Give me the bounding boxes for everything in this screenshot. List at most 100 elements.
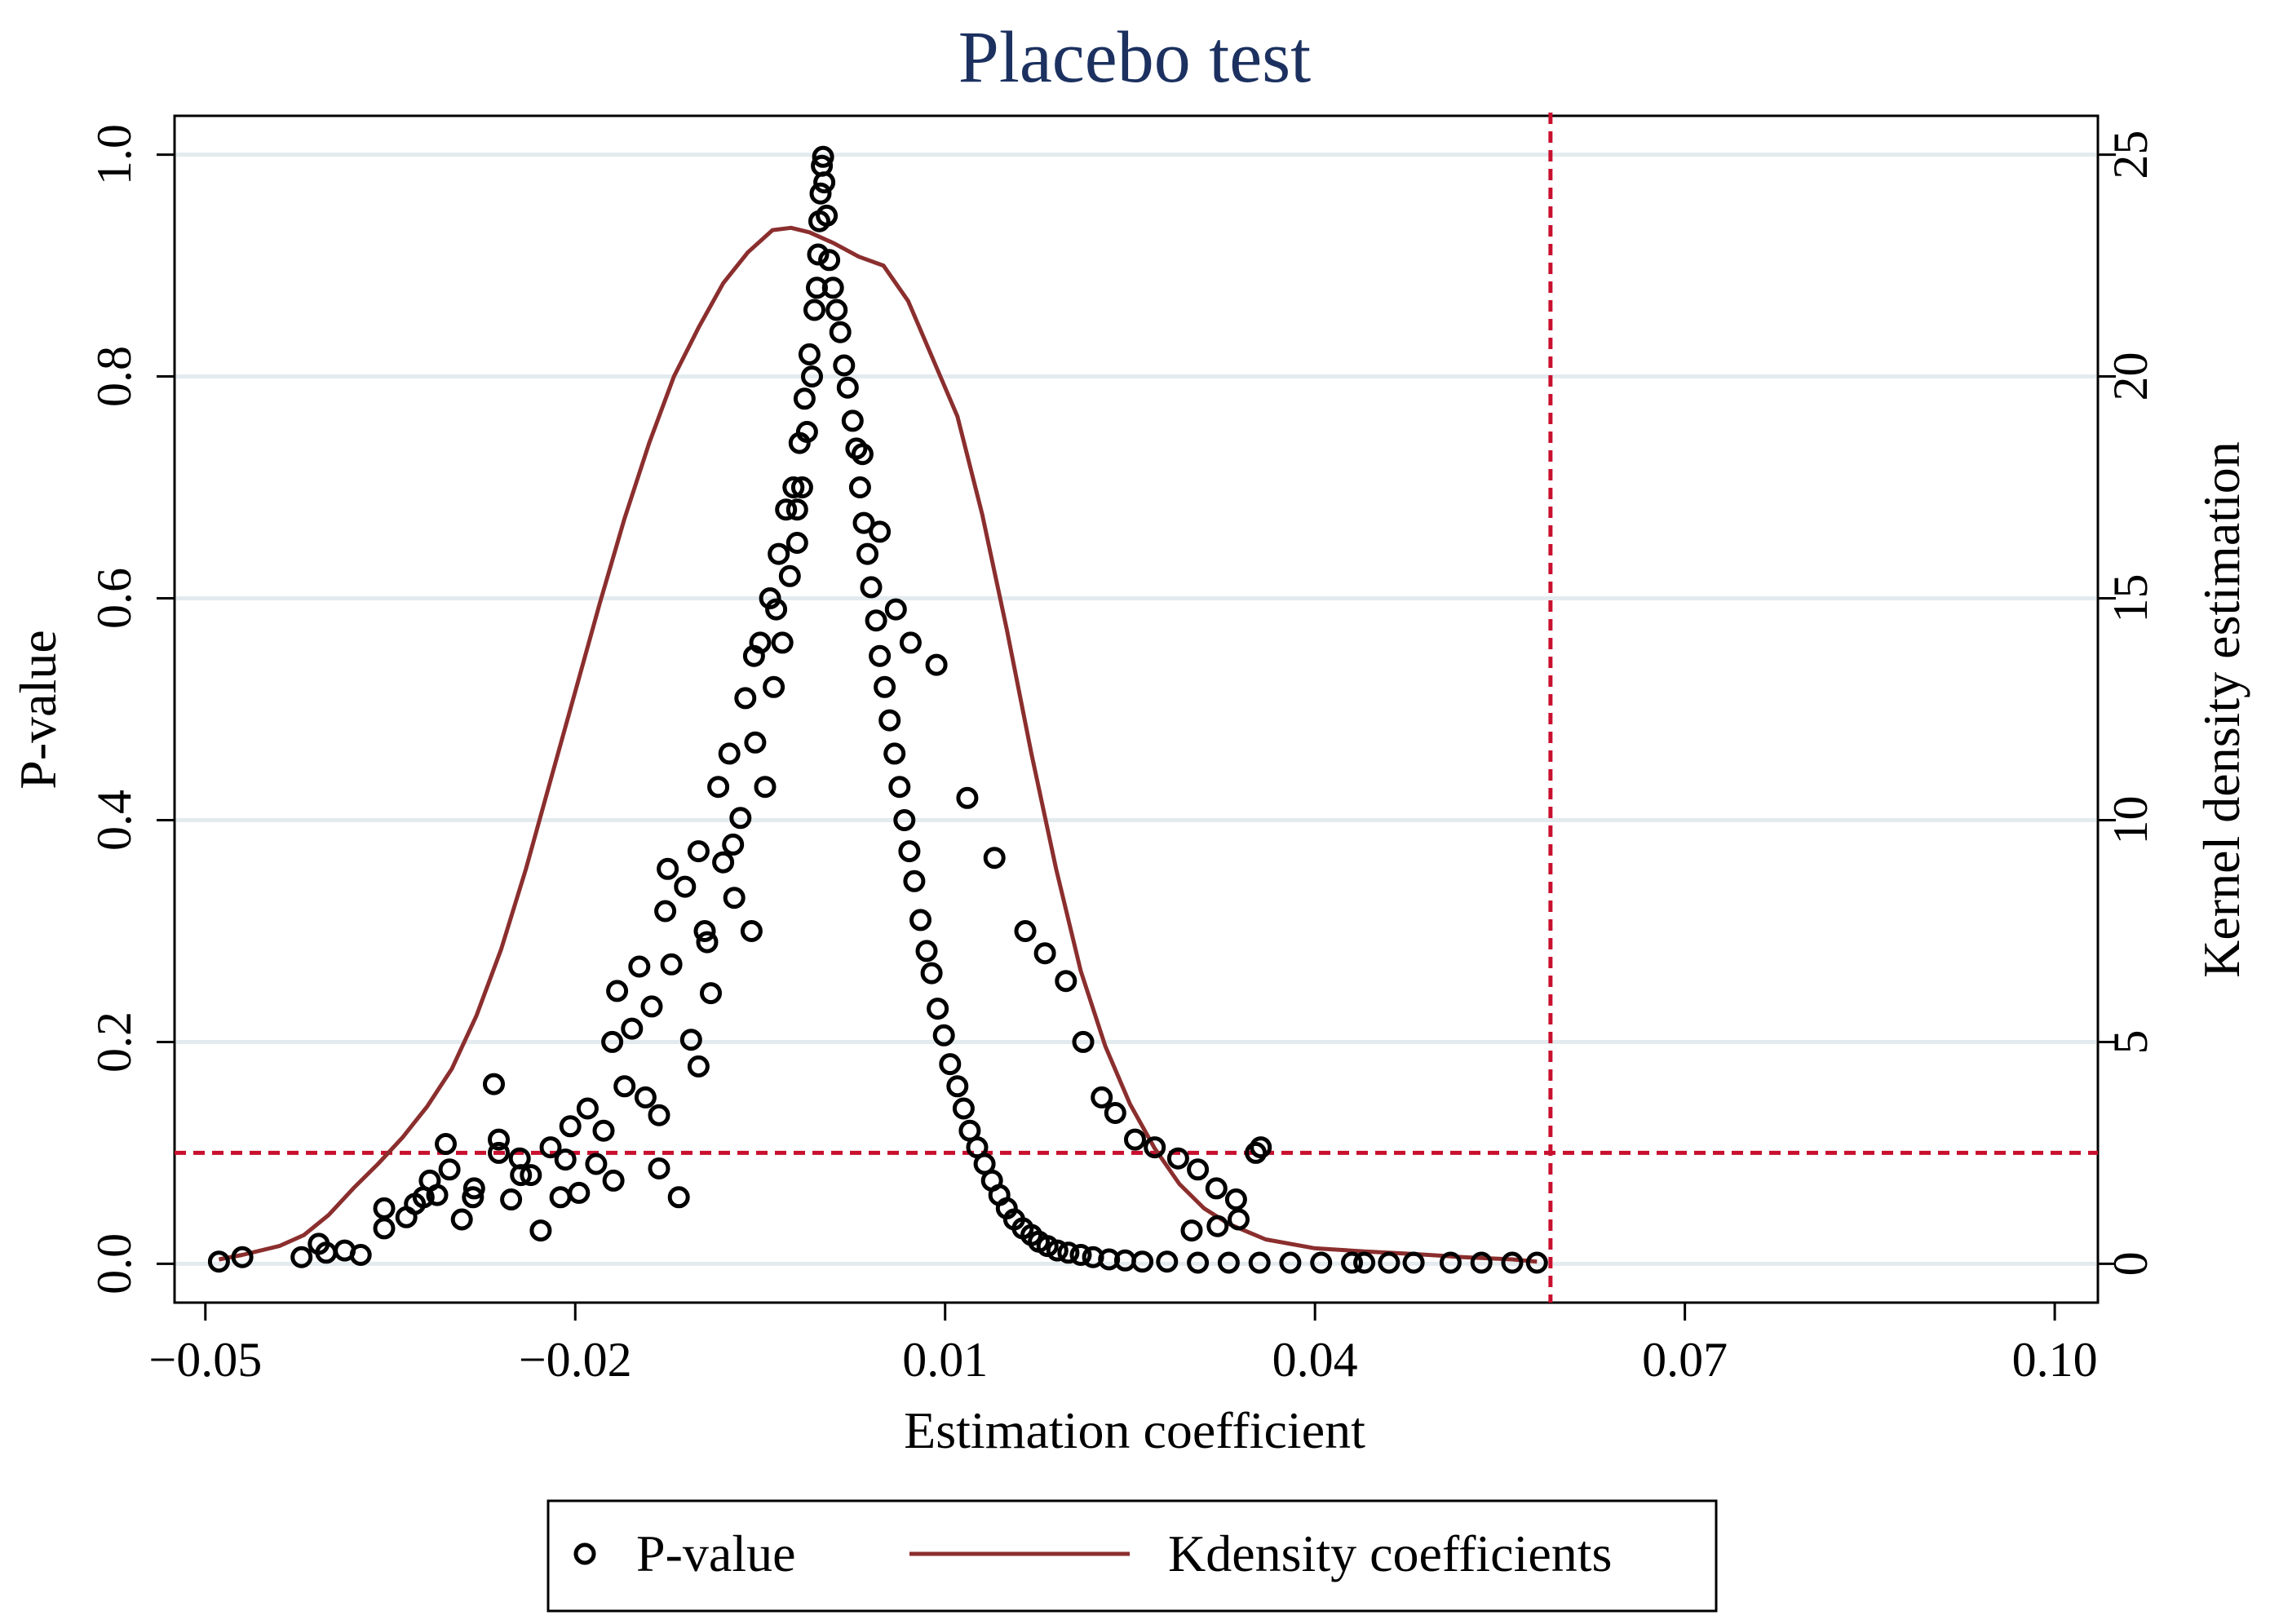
- pvalue-point: [654, 900, 677, 923]
- pvalue-point: [1525, 1251, 1548, 1274]
- pvalue-point: [1501, 1251, 1524, 1274]
- legend-kdensity-label: Kdensity coefficients: [1168, 1524, 1612, 1582]
- pvalue-point: [925, 653, 948, 676]
- density-layer: [218, 225, 1538, 1264]
- pvalue-point: [554, 1148, 577, 1171]
- pvalue-point: [869, 520, 892, 543]
- pvalue-point: [1166, 1147, 1189, 1170]
- y-left-tick-label: 0.6: [87, 568, 141, 629]
- pvalue-point: [852, 511, 875, 534]
- y-left-tick-label: 0.8: [87, 346, 141, 407]
- pvalue-point: [759, 587, 781, 609]
- pvalue-point: [488, 1141, 510, 1164]
- pvalue-point: [621, 1017, 644, 1040]
- pvalue-point: [500, 1188, 523, 1210]
- pvalue-point: [1072, 1030, 1095, 1053]
- pvalue-point: [785, 498, 808, 521]
- pvalue-point: [807, 243, 830, 266]
- pvalue-point: [1279, 1251, 1302, 1274]
- x-tick-label: 0.01: [902, 1333, 988, 1387]
- pvalue-point: [1470, 1251, 1493, 1274]
- pvalue-point: [878, 709, 901, 732]
- pvalue-point: [426, 1184, 449, 1206]
- pvalue-point: [763, 675, 785, 698]
- pvalue-point: [1205, 1177, 1228, 1200]
- pvalue-point: [700, 982, 722, 1005]
- pvalue-point: [778, 564, 801, 587]
- pvalue-point: [576, 1097, 599, 1120]
- pvalue-point: [927, 998, 949, 1020]
- y-left-tick-label: 0.4: [87, 790, 141, 851]
- pvalue-point: [793, 387, 816, 410]
- pvalue-point: [1187, 1251, 1210, 1274]
- pvalue-point: [729, 807, 752, 830]
- pvalue-point: [956, 786, 979, 809]
- pvalue-point: [785, 532, 808, 554]
- pvalue-point: [718, 742, 741, 765]
- pvalue-point: [841, 409, 864, 432]
- pvalue-point: [742, 644, 765, 667]
- pvalue-point: [983, 847, 1006, 870]
- pvalue-point: [1187, 1158, 1210, 1181]
- pvalue-point: [909, 909, 931, 931]
- pvalue-point: [687, 1055, 710, 1078]
- legend-pvalue-label: P-value: [636, 1524, 796, 1582]
- pvalue-point: [893, 809, 916, 831]
- pvalue-point: [744, 731, 767, 754]
- pvalue-point: [592, 1119, 615, 1142]
- pvalue-point: [1033, 942, 1056, 965]
- pvalue-point: [674, 875, 697, 898]
- pvalue-point: [601, 1030, 624, 1053]
- y-right-tick-label: 25: [2104, 131, 2157, 179]
- pvalue-point: [1131, 1250, 1154, 1273]
- reference-lines: [175, 113, 2098, 1303]
- pvalue-point: [754, 776, 777, 799]
- pvalue-point: [722, 833, 745, 856]
- pvalue-point: [813, 171, 836, 194]
- pvalue-point: [798, 343, 821, 365]
- pvalue-point: [657, 857, 679, 880]
- pvalue-point: [1378, 1251, 1400, 1274]
- pvalue-point: [1310, 1251, 1333, 1274]
- pvalue-point: [1124, 1128, 1146, 1151]
- pvalue-point: [898, 840, 921, 863]
- y-left-tick-label: 0.2: [87, 1011, 141, 1073]
- pvalue-point: [648, 1157, 670, 1179]
- pvalue-point: [450, 1208, 473, 1231]
- pvalue-point: [734, 687, 757, 710]
- pvalue-point: [865, 609, 887, 632]
- pvalue-point: [660, 953, 683, 976]
- pvalue-point: [1055, 970, 1077, 993]
- pvalue-point: [829, 321, 852, 343]
- pvalue-point: [1014, 920, 1037, 942]
- x-tick-label: 0.10: [2012, 1333, 2098, 1387]
- pvalue-point: [520, 1164, 542, 1187]
- kdensity-line: [218, 225, 1538, 1264]
- pvalue-point: [833, 354, 856, 377]
- pvalue-point: [946, 1075, 969, 1098]
- pvalue-point: [795, 421, 818, 443]
- pvalue-point: [693, 920, 716, 942]
- pvalue-point: [231, 1246, 254, 1268]
- pvalue-point: [740, 920, 763, 942]
- y-axis-left: 0.0 0.2 0.4 0.6 0.8 1.0: [87, 124, 175, 1294]
- pvalue-point: [628, 955, 651, 978]
- y-right-tick-label: 15: [2104, 574, 2157, 623]
- y-right-tick-label: 5: [2104, 1029, 2157, 1054]
- pvalue-point: [606, 980, 629, 1002]
- pvalue-point: [1206, 1215, 1229, 1237]
- pvalue-point: [585, 1153, 608, 1175]
- x-tick-label: −0.02: [519, 1333, 632, 1387]
- legend-pvalue-marker: [573, 1542, 596, 1565]
- legend-box: [546, 1499, 1718, 1613]
- pvalue-point: [932, 1024, 955, 1047]
- pvalue-point: [848, 476, 871, 498]
- pvalue-point: [1353, 1251, 1376, 1274]
- pvalue-point: [888, 776, 911, 799]
- pvalue-point: [775, 498, 798, 521]
- pvalue-point: [559, 1115, 582, 1138]
- pvalue-point: [1144, 1136, 1166, 1159]
- chart-title: Placebo test: [958, 17, 1311, 98]
- pvalue-point: [1104, 1102, 1126, 1124]
